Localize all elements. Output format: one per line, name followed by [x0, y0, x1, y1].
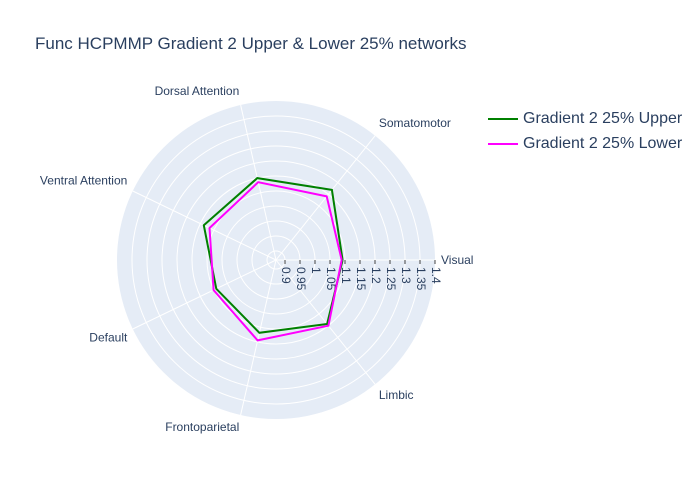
- radial-tick-label: 0.9: [279, 267, 293, 284]
- legend-swatch: [488, 117, 518, 120]
- angular-gridline: [275, 259, 376, 385]
- legend-item[interactable]: Gradient 2 25% Lower: [488, 131, 682, 156]
- legend-label: Gradient 2 25% Upper: [523, 109, 683, 127]
- radial-tick-label: 1.2: [369, 267, 383, 284]
- series-line-1: [202, 177, 344, 334]
- radial-tick-label: 1.25: [384, 267, 398, 291]
- radial-tick-label: 1.4: [429, 267, 443, 284]
- category-label: Frontoparietal: [165, 420, 239, 434]
- legend: Gradient 2 25% Upper Gradient 2 25% Lower: [488, 106, 682, 156]
- category-label: Dorsal Attention: [155, 84, 240, 98]
- category-label: Limbic: [379, 388, 414, 402]
- radial-tick-label: 1.1: [339, 267, 353, 284]
- category-label: Somatomotor: [379, 116, 451, 130]
- radial-tick-label: 1: [309, 267, 323, 274]
- radial-tick-label: 1.05: [324, 267, 338, 291]
- legend-label: Gradient 2 25% Lower: [523, 134, 683, 152]
- angular-gridline: [240, 259, 277, 416]
- category-label: Default: [89, 331, 128, 345]
- radial-tick-label: 1.35: [414, 267, 428, 291]
- chart-title: Func HCPMMP Gradient 2 Upper & Lower 25%…: [35, 34, 467, 53]
- category-label: Ventral Attention: [40, 173, 127, 187]
- legend-item[interactable]: Gradient 2 25% Upper: [488, 106, 682, 131]
- radial-tick-label: 1.3: [399, 267, 413, 284]
- radial-tick-label: 1.15: [354, 267, 368, 291]
- series-line-2: [208, 181, 343, 342]
- legend-swatch: [488, 142, 518, 145]
- category-label: Visual: [441, 253, 473, 267]
- radial-tick-label: 0.95: [294, 267, 308, 291]
- angular-gridline: [275, 135, 376, 261]
- angular-gridline: [132, 259, 277, 330]
